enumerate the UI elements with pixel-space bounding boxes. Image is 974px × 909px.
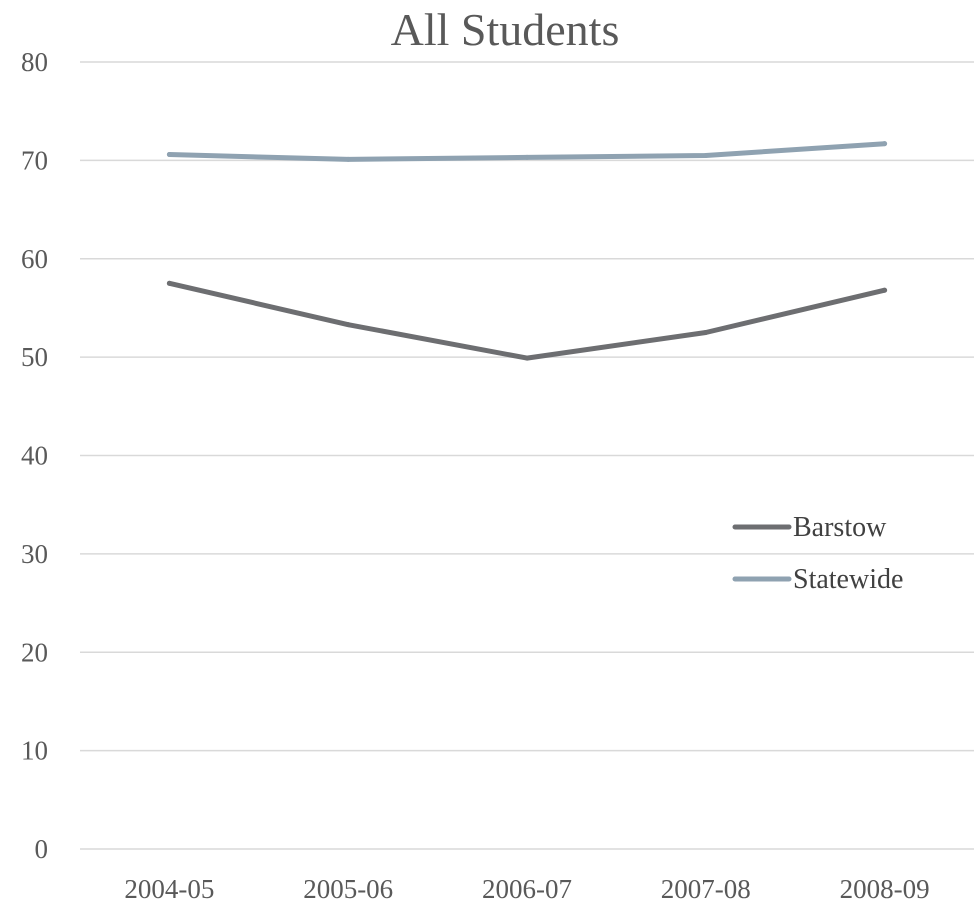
y-axis-ticks: 0 10 20 30 40 50 60 70 80 xyxy=(21,47,48,864)
y-tick-label: 0 xyxy=(35,834,49,864)
y-tick-label: 30 xyxy=(21,539,48,569)
y-tick-label: 10 xyxy=(21,736,48,766)
x-tick-label: 2005-06 xyxy=(303,874,393,904)
data-point-barstow xyxy=(345,322,351,328)
data-point-statewide xyxy=(345,156,351,162)
y-tick-label: 70 xyxy=(21,145,48,175)
x-tick-label: 2007-08 xyxy=(661,874,751,904)
data-point-barstow xyxy=(882,287,888,293)
data-point-barstow xyxy=(524,355,530,361)
data-point-statewide xyxy=(524,154,530,160)
y-tick-label: 50 xyxy=(21,342,48,372)
x-tick-label: 2008-09 xyxy=(840,874,930,904)
y-tick-label: 20 xyxy=(21,637,48,667)
legend: Barstow Statewide xyxy=(732,512,903,595)
data-point-barstow xyxy=(166,280,172,286)
gridlines xyxy=(80,61,974,850)
y-tick-label: 80 xyxy=(21,47,48,77)
x-axis-ticks: 2004-05 2005-06 2006-07 2007-08 2008-09 xyxy=(124,874,929,904)
y-tick-label: 60 xyxy=(21,244,48,274)
data-point-statewide xyxy=(882,141,888,147)
chart-title: All Students xyxy=(391,4,620,55)
data-point-statewide xyxy=(166,151,172,157)
series-line-barstow xyxy=(166,280,888,361)
data-point-barstow xyxy=(703,330,709,336)
data-point-statewide xyxy=(703,152,709,158)
x-tick-label: 2004-05 xyxy=(124,874,214,904)
legend-label-barstow: Barstow xyxy=(793,512,887,543)
series-lines xyxy=(166,141,888,361)
x-tick-label: 2006-07 xyxy=(482,874,572,904)
y-tick-label: 40 xyxy=(21,441,48,471)
legend-label-statewide: Statewide xyxy=(793,564,903,595)
